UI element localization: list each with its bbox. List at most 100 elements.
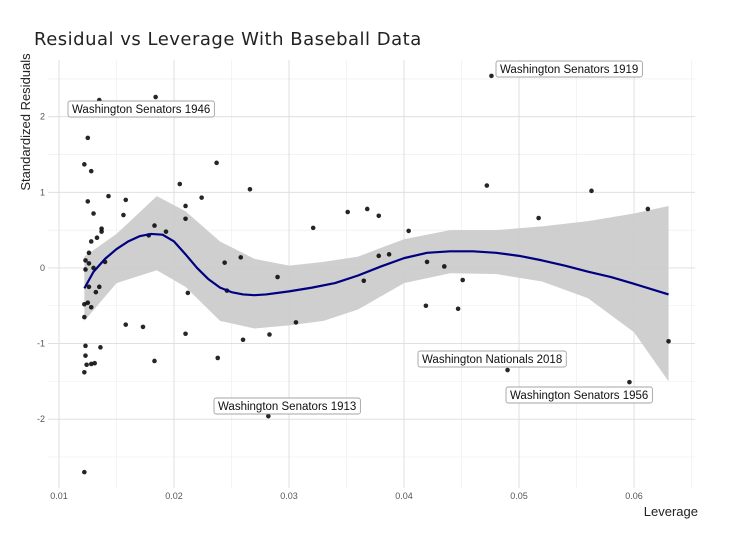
annotation-box (505, 386, 653, 404)
data-point (423, 303, 429, 309)
annotation-box (495, 60, 643, 78)
y-tick-label: -2 (37, 414, 45, 424)
data-point (364, 206, 370, 212)
data-point (106, 193, 111, 199)
data-point (152, 223, 157, 228)
data-point (627, 379, 632, 385)
data-point (163, 229, 169, 234)
confidence-band (84, 196, 669, 382)
data-point (406, 228, 411, 234)
data-point (82, 162, 87, 167)
data-point (82, 301, 87, 307)
y-axis-ticks: -2 -1 0 1 2 (37, 112, 45, 424)
annotation-text: Washington Senators 1913 (218, 401, 356, 413)
data-point (293, 320, 299, 325)
data-point (82, 314, 87, 320)
data-point (266, 413, 271, 419)
data-point (460, 277, 465, 283)
data-point (83, 353, 88, 358)
data-point (85, 199, 91, 204)
data-point (589, 188, 594, 194)
data-point (99, 229, 104, 234)
data-point (275, 274, 280, 280)
data-point (361, 278, 367, 284)
data-point (92, 360, 97, 366)
data-point (183, 331, 188, 337)
y-tick-label: -1 (37, 339, 45, 349)
annotation-text: Washington Senators 1956 (510, 390, 648, 402)
data-point (214, 160, 219, 166)
chart-title: Residual vs Leverage With Baseball Data (34, 29, 422, 50)
x-tick-label: 0.05 (510, 491, 528, 501)
data-point (88, 304, 94, 310)
x-axis-ticks: 0.01 0.02 0.03 0.04 0.05 0.06 (50, 491, 643, 501)
data-point (199, 195, 204, 200)
annotations: Washington Senators 1946 Washington Senat… (67, 60, 653, 415)
data-point (345, 209, 350, 215)
annotation-label: Washington Senators 1946 (67, 100, 215, 118)
data-point (238, 255, 244, 260)
data-point (85, 135, 91, 141)
data-point (153, 94, 158, 100)
data-point (177, 181, 183, 187)
data-point (183, 216, 188, 222)
data-point (376, 253, 382, 259)
data-point (185, 290, 191, 296)
data-point (123, 197, 129, 203)
y-axis-label: Standardized Residuals (18, 53, 33, 191)
data-point (455, 306, 461, 312)
data-point (123, 322, 129, 327)
x-tick-label: 0.02 (165, 491, 183, 501)
data-point (91, 211, 96, 216)
annotation-box (213, 397, 361, 415)
data-point (88, 239, 94, 244)
x-tick-label: 0.04 (395, 491, 413, 501)
data-point (88, 168, 94, 174)
annotation-box (67, 100, 215, 118)
data-point (222, 260, 227, 265)
annotation-label: Washington Senators 1919 (495, 60, 643, 78)
data-point (267, 332, 272, 337)
data-point (140, 324, 146, 330)
data-point (484, 183, 490, 188)
data-point (240, 337, 246, 343)
smooth-curve (83, 232, 669, 297)
annotation-text: Washington Senators 1946 (72, 104, 210, 116)
data-point (98, 345, 103, 350)
y-tick-label: 0 (40, 263, 45, 273)
data-point (666, 339, 671, 344)
data-point (121, 212, 126, 218)
x-tick-label: 0.03 (280, 491, 298, 501)
x-tick-label: 0.01 (50, 491, 68, 501)
data-point (215, 355, 221, 361)
data-point (83, 258, 88, 263)
data-point (505, 367, 510, 373)
smooth-line (83, 232, 669, 297)
annotation-text: Washington Senators 1919 (500, 64, 638, 76)
data-point (386, 252, 392, 257)
y-tick-label: 2 (40, 112, 45, 122)
data-point (82, 469, 87, 475)
data-point (310, 225, 316, 231)
data-point (441, 264, 447, 269)
annotation-text: Washington Nationals 2018 (422, 354, 562, 366)
data-point (82, 370, 87, 375)
annotation-label: Washington Nationals 2018 (417, 350, 567, 368)
annotation-box (417, 350, 567, 368)
data-point (93, 289, 99, 295)
y-tick-label: 1 (40, 187, 45, 197)
annotation-label: Washington Senators 1913 (213, 397, 361, 415)
confidence-band-area (84, 196, 669, 382)
data-point (86, 250, 92, 256)
data-point (536, 215, 541, 221)
data-point (247, 187, 253, 192)
data-point (86, 284, 92, 290)
x-tick-label: 0.06 (625, 491, 643, 501)
data-point (376, 213, 382, 219)
data-point (84, 362, 89, 368)
data-point (85, 300, 91, 306)
annotation-label: Washington Senators 1956 (505, 386, 653, 404)
x-axis-label: Leverage (644, 504, 698, 519)
data-point (645, 206, 651, 212)
